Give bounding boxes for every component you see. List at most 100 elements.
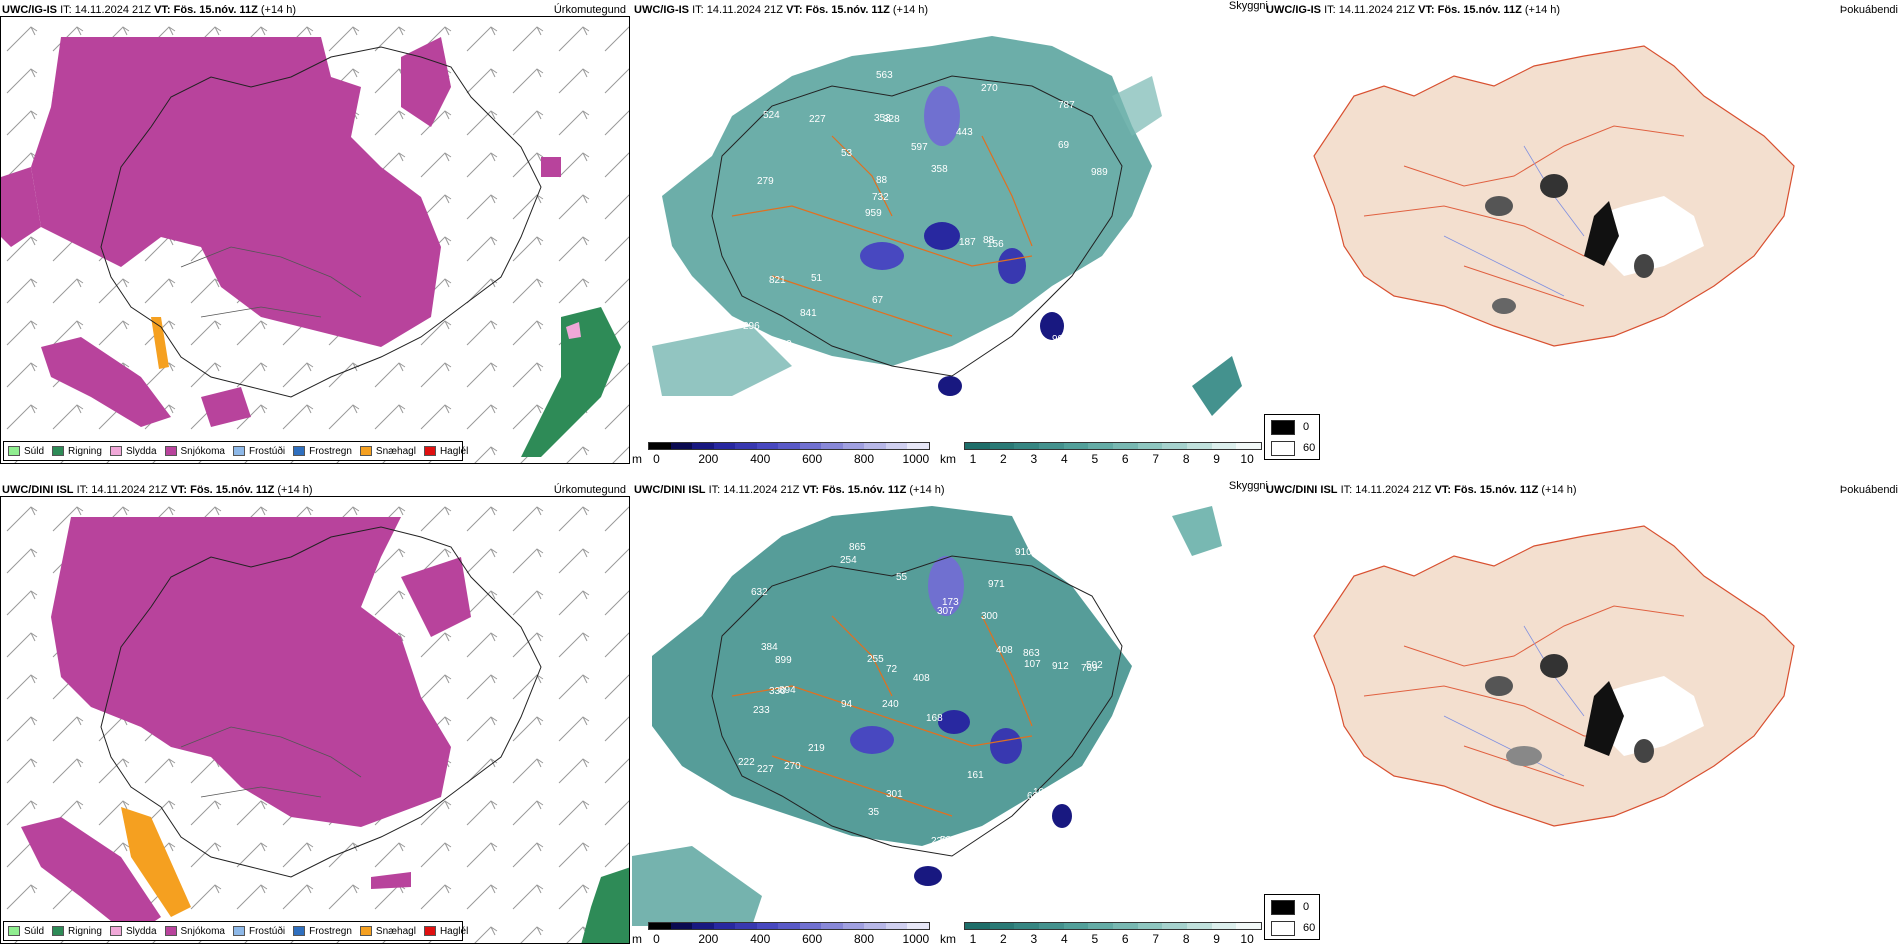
legend-item: Rigning [52,446,102,457]
colorbar-segment [1088,923,1114,929]
cloudbase-label: 156 [987,239,1004,250]
visibility-colorbar: km 1 2 3 4 5 6 7 8 9 10 [940,922,1264,948]
colorbar-tick-label: 1000 [902,932,930,946]
colorbar-tick-label: 200 [698,452,719,466]
legend-swatch [423,926,436,936]
colorbar-segment [864,443,886,449]
colorbar-segment [1211,923,1237,929]
cloudbase-label: 108 [1033,787,1050,798]
cloudbase-label: 408 [913,673,930,684]
cloudbase-label: 502 [1086,660,1103,671]
colorbar-tick-label: 4 [1060,452,1068,466]
cloudbase-label: 524 [763,110,780,121]
colorbar-tick-label: 600 [802,932,823,946]
cloudbase-label: 187 [959,237,976,248]
cloudbase-map: 992 279 787 959 443 260 353 597 821 53 296 841 328 35… [632,16,1264,446]
legend-item: Slydda [109,446,157,457]
valid-time: Fös. 15.nóv. 11Z [805,4,890,16]
legend-item: Snæhagl [359,445,416,457]
colorbar-tick-label: 8 [1182,932,1190,946]
valid-time: Fös. 15.nóv. 11Z [173,4,258,16]
lead-time: (+14 h) [277,484,313,496]
legend-label: Frostúði [248,445,286,457]
colorbar-segment [799,923,822,929]
colorbar-segment [778,443,800,449]
valid-time: Fös. 15.nóv. 11Z [822,484,907,496]
colorbar-segment [1137,923,1163,929]
cloudbase-label: 107 [1024,659,1041,670]
colorbar-segment [1063,923,1089,929]
legend-swatch [293,926,306,936]
colorbar-tick-label: 0 [653,932,660,946]
cloudbase-label: 53 [841,148,853,159]
colorbar-segment [1039,923,1064,929]
legend-label: Snæhagl [375,445,416,457]
cloudbase-map: 865 971 769 240 168 894 632 300 233 307 408 200 254 9… [632,496,1264,926]
colorbar-segment [756,443,779,449]
colorbar-tick-label: 3 [1030,932,1038,946]
cloudbase-label: 200 [763,822,780,833]
cloudbase-label: 296 [743,321,760,332]
lead-time: (+14 h) [909,484,945,496]
cloudbase-label: 443 [956,127,973,138]
cloudbase-label: 841 [800,308,817,319]
cloudbase-colorbar: m 0 200 400 600 800 1000 [632,922,932,948]
colorbar-segment [799,443,822,449]
lead-time: (+14 h) [260,4,297,16]
cloudbase-label: 210 [1023,334,1040,345]
precip-map [1,17,629,463]
colorbar-segment [989,443,1015,449]
colorbar-segment [864,923,886,929]
row-dini-isl: UWC/DINI ISL IT: 14.11.2024 21Z VT: Fös.… [0,480,1900,950]
panel-title: Úrkomutegund [553,484,626,496]
fog-indicator-panel: UWC/DINI ISL IT: 14.11.2024 21Z VT: Fös.… [1264,480,1900,950]
colorbar-segment [885,923,908,929]
fog-indicator-panel: UWC/IG-IS IT: 14.11.2024 21Z VT: Fös. 15… [1264,0,1900,470]
cloudbase-colorbar: m 0 200 400 600 800 1000 [632,442,932,468]
colorbar-segment [821,443,843,449]
cloudbase-label: 408 [996,645,1013,656]
colorbar-segment [1187,923,1212,929]
colorbar-segment [670,923,693,929]
lead-time: (+14 h) [1524,4,1561,16]
precip-type-legend: Súld Rigning Slydda Snjókoma Frostúði Frostre… [3,921,468,941]
legend-item: Slydda [109,926,157,937]
colorbar-segment [989,923,1015,929]
colorbar-segment [885,443,908,449]
legend-swatch [232,926,245,936]
colorbar-segment [1014,443,1040,449]
cloudbase-label: 769 [1081,663,1098,674]
cloudbase-label: 270 [981,83,998,94]
cloudbase-label: 358 [931,164,948,175]
legend-item: Rigning [52,926,102,937]
cloudbase-label: 270 [784,761,801,772]
legend-label: Súld [24,925,45,937]
valid-time: Fös. 15.nóv. 11Z [1454,484,1539,496]
legend-swatch [359,446,372,456]
legend-swatch [293,446,306,456]
colorbar-tick-label: 0 [653,452,660,466]
model-name: UWC/DINI ISL [1266,484,1338,496]
model-name: UWC/IG-IS [1266,4,1321,16]
cloudbase-label: 853 [1088,755,1105,766]
panel-title: Þokuábendi [1839,4,1898,16]
cloudbase-label: 563 [876,70,893,81]
legend-swatch [109,446,122,456]
colorbar-tick-label: 10 [1240,932,1254,946]
colorbar-segment [713,923,736,929]
cloudbase-label: 912 [1052,661,1069,672]
colorbar-segment [1063,443,1089,449]
legend-item: Frostúði [232,926,285,937]
panel-title: Skyggni [1228,480,1268,492]
legend-label: Rigning [68,445,102,457]
colorbar-segment [1211,443,1237,449]
legend-swatch [109,926,122,936]
precip-type-panel: UWC/DINI ISL IT: 14.11.2024 21Z VT: Fös.… [0,480,632,950]
model-name: UWC/IG-IS [2,4,57,16]
cloudbase-visibility-panel: UWC/IG-IS IT: 14.11.2024 21Z VT: Fös. 15… [632,0,1268,470]
cloudbase-label: 35 [868,807,880,818]
cloudbase-label: 353 [874,113,891,124]
colorbar-segment [1113,443,1138,449]
cloudbase-label: 863 [1023,648,1040,659]
cloudbase-label: 522 [940,835,957,846]
